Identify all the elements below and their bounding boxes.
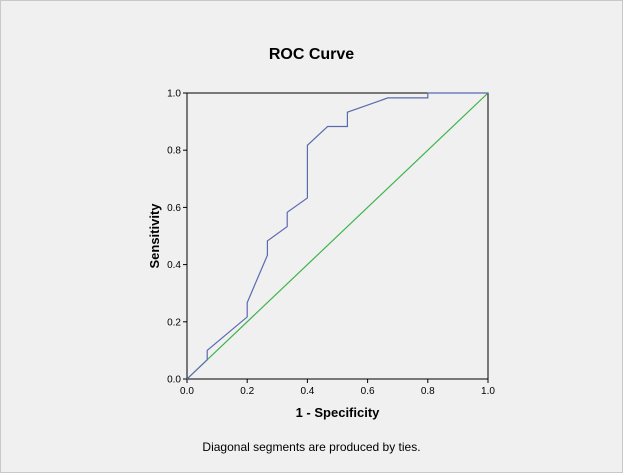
y-tick-label: 1.0 — [167, 89, 181, 100]
chart-footnote: Diagonal segments are produced by ties. — [202, 440, 421, 454]
y-tick-label: 0.0 — [167, 375, 181, 386]
x-tick-label: 0.0 — [180, 386, 194, 397]
y-tick-label: 0.8 — [167, 146, 181, 157]
reference-diagonal-line — [186, 92, 489, 380]
x-tick-label: 0.4 — [300, 386, 314, 397]
y-tick-label: 0.6 — [167, 203, 181, 214]
series-layer — [186, 92, 489, 380]
x-axis-title: 1 - Specificity — [296, 405, 381, 420]
y-axis-title: Sensitivity — [147, 203, 162, 269]
x-axis-ticks: 0.0 0.2 0.4 0.6 0.8 1.0 — [180, 379, 495, 397]
x-tick-label: 0.8 — [421, 386, 435, 397]
y-tick-label: 0.2 — [167, 317, 181, 328]
x-tick-label: 0.2 — [240, 386, 254, 397]
y-tick-label: 0.4 — [167, 260, 181, 271]
roc-curve-line — [186, 92, 488, 380]
x-tick-label: 0.6 — [361, 386, 375, 397]
chart-title: ROC Curve — [268, 46, 355, 63]
y-axis-ticks: 0.0 0.2 0.4 0.6 0.8 1.0 — [167, 89, 187, 386]
x-tick-label: 1.0 — [481, 386, 495, 397]
